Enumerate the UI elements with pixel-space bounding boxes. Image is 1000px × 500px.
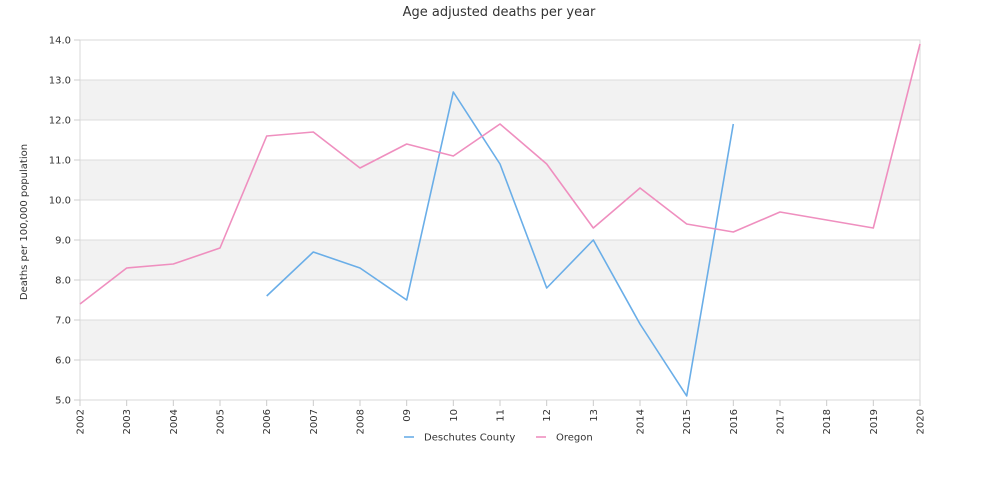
x-axis-ticks: 2002 2003 2004 2005 2006 2007 2008 09 10 11 12 13 20… bbox=[76, 400, 927, 434]
series-line-oregon bbox=[79, 43, 921, 305]
x-tick-label: 2003 bbox=[122, 409, 133, 434]
series-lines bbox=[79, 43, 921, 397]
x-tick-label: 2005 bbox=[216, 409, 227, 434]
x-tick-label: 2002 bbox=[76, 409, 87, 434]
legend-label: Deschutes County bbox=[424, 433, 515, 444]
x-tick-label: 2015 bbox=[682, 409, 693, 434]
y-tick-label: 12.0 bbox=[49, 116, 71, 127]
legend-label: Oregon bbox=[556, 433, 593, 444]
chart-title: Age adjusted deaths per year bbox=[403, 5, 596, 20]
x-tick-label: 2018 bbox=[822, 409, 833, 434]
x-tick-label: 2019 bbox=[869, 409, 880, 434]
y-axis-label: Deaths per 100,000 population bbox=[19, 144, 30, 300]
x-tick-label: 2004 bbox=[169, 409, 180, 434]
y-tick-label: 11.0 bbox=[49, 156, 71, 167]
y-tick-label: 14.0 bbox=[49, 36, 71, 47]
y-tick-label: 5.0 bbox=[55, 396, 71, 407]
x-tick-label: 13 bbox=[589, 409, 600, 422]
y-tick-label: 7.0 bbox=[55, 316, 71, 327]
x-tick-label: 2016 bbox=[729, 409, 740, 434]
grid-band bbox=[80, 240, 920, 280]
grid-band bbox=[80, 160, 920, 200]
grid-bands bbox=[80, 80, 920, 360]
grid-band bbox=[80, 320, 920, 360]
series-line-deschutes-county bbox=[266, 91, 735, 397]
y-tick-label: 10.0 bbox=[49, 196, 71, 207]
x-tick-label: 2006 bbox=[262, 409, 273, 434]
x-tick-label: 2020 bbox=[916, 409, 927, 434]
legend: Deschutes County Oregon bbox=[404, 433, 593, 444]
x-tick-label: 12 bbox=[542, 409, 553, 422]
x-tick-label: 2008 bbox=[356, 409, 367, 434]
y-tick-label: 13.0 bbox=[49, 76, 71, 87]
y-axis-ticks: 5.0 6.0 7.0 8.0 9.0 10.0 11.0 12.0 13.0 14.0 bbox=[49, 36, 80, 407]
y-tick-label: 6.0 bbox=[55, 356, 71, 367]
y-tick-label: 9.0 bbox=[55, 236, 71, 247]
x-tick-label: 10 bbox=[449, 409, 460, 422]
x-tick-label: 11 bbox=[496, 409, 507, 422]
y-tick-label: 8.0 bbox=[55, 276, 71, 287]
grid-band bbox=[80, 80, 920, 120]
x-tick-label: 2007 bbox=[309, 409, 320, 434]
x-tick-label: 2014 bbox=[636, 409, 647, 434]
x-tick-label: 2017 bbox=[776, 409, 787, 434]
x-tick-label: 09 bbox=[402, 409, 413, 422]
